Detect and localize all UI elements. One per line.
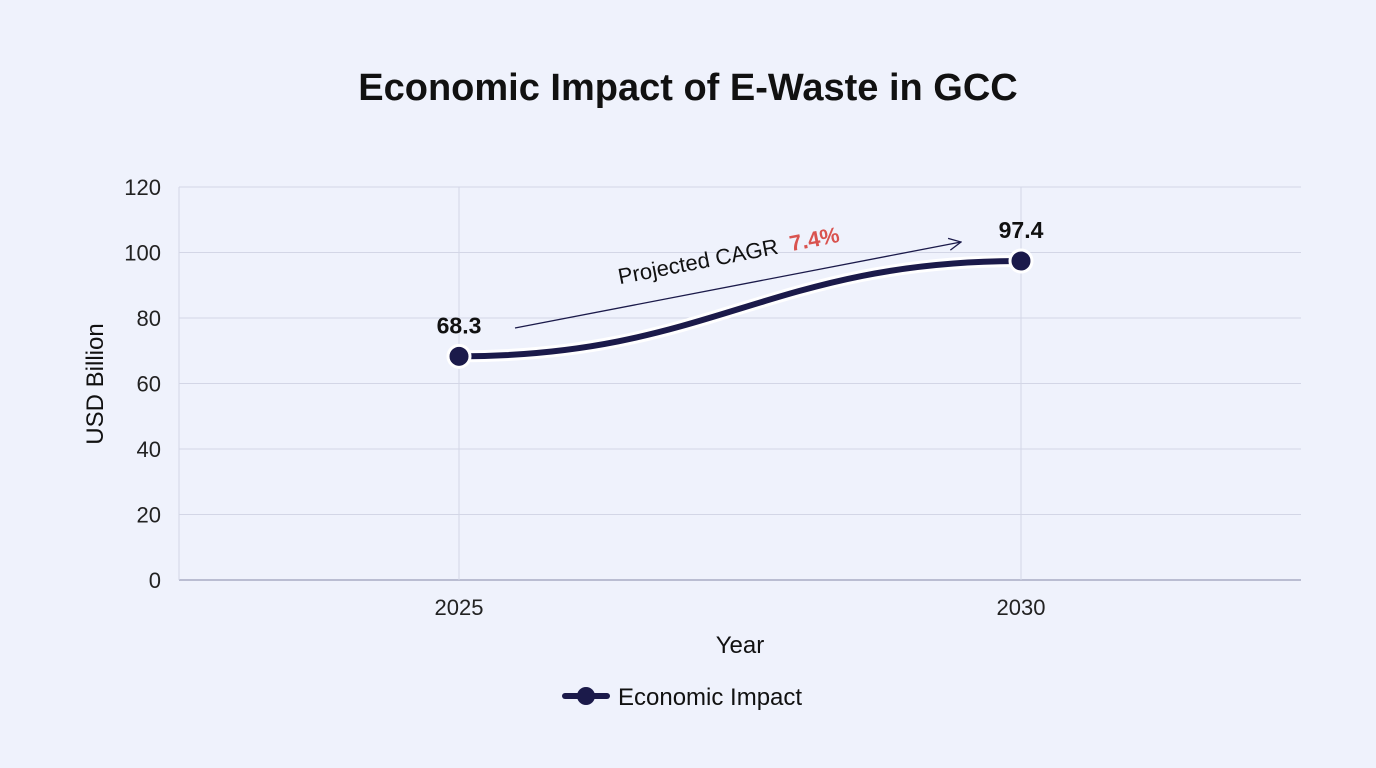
legend-marker <box>577 687 595 705</box>
cagr-annotation-text: Projected CAGR <box>616 234 780 289</box>
y-tick-label: 20 <box>137 503 161 528</box>
data-label: 68.3 <box>437 312 482 338</box>
legend-label: Economic Impact <box>618 684 802 711</box>
data-label: 97.4 <box>999 217 1044 243</box>
y-tick-label: 40 <box>137 437 161 462</box>
y-tick-label: 0 <box>149 568 161 593</box>
chart-title: Economic Impact of E-Waste in GCC <box>358 67 1017 109</box>
cagr-arrow <box>514 242 961 329</box>
cagr-annotation-label: Projected CAGR 7.4% <box>616 222 842 289</box>
x-axis-ticks: 2025 2030 <box>435 595 1046 620</box>
legend: Economic Impact <box>562 684 802 711</box>
x-axis-label: Year <box>716 632 765 659</box>
y-axis-ticks: 0 20 40 60 80 100 120 <box>124 175 161 593</box>
data-point <box>446 343 472 369</box>
y-tick-label: 60 <box>137 372 161 397</box>
cagr-annotation-value: 7.4% <box>787 222 841 256</box>
y-tick-label: 80 <box>137 306 161 331</box>
series-economic-impact: 68.3 97.4 <box>437 217 1044 369</box>
y-axis-label: USD Billion <box>82 323 109 444</box>
grid <box>178 186 1301 581</box>
data-point <box>1008 248 1034 274</box>
x-tick-label: 2025 <box>435 595 484 620</box>
y-tick-label: 120 <box>124 175 161 200</box>
x-tick-label: 2030 <box>997 595 1046 620</box>
y-tick-label: 100 <box>124 241 161 266</box>
series-line <box>456 258 1024 360</box>
